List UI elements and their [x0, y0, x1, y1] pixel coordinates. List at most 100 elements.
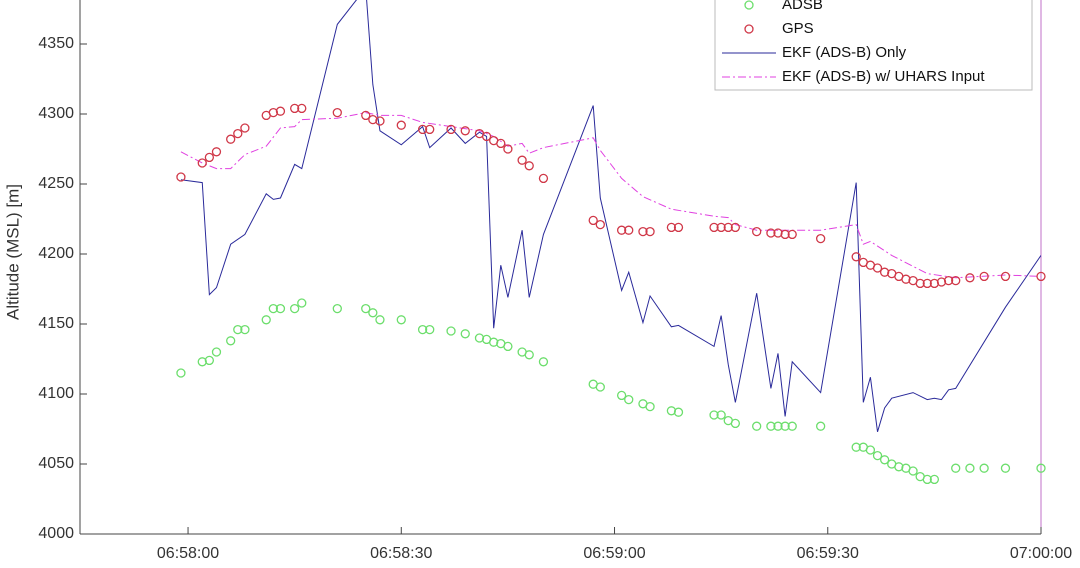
data-point [261, 315, 271, 325]
data-point [496, 138, 506, 149]
data-point [361, 303, 371, 314]
y-tick-label: 4050 [38, 455, 74, 472]
data-point [268, 303, 278, 314]
data-point [666, 222, 677, 233]
data-point [965, 273, 975, 283]
data-point [929, 278, 940, 289]
data-point [211, 147, 222, 157]
data-point [503, 144, 513, 154]
data-point [538, 357, 549, 367]
data-point [730, 222, 741, 233]
data-point [787, 421, 797, 431]
data-point [197, 357, 207, 367]
data-point [226, 336, 236, 346]
data-point [595, 219, 605, 230]
data-point [929, 474, 940, 485]
data-point [673, 222, 684, 233]
data-point [780, 229, 790, 240]
data-point [624, 394, 634, 405]
data-point [197, 158, 207, 168]
data-point [879, 267, 890, 277]
data-point [872, 263, 883, 273]
data-point [176, 172, 186, 182]
data-point [922, 474, 932, 485]
data-point [908, 466, 918, 476]
data-point [297, 298, 307, 308]
data-point [361, 110, 371, 121]
data-point [460, 126, 470, 136]
data-point [460, 329, 470, 339]
data-point [233, 324, 243, 335]
data-point [396, 315, 406, 325]
data-point [226, 134, 236, 144]
data-point [517, 155, 527, 165]
data-point [240, 324, 250, 335]
plot-area [180, 0, 1041, 432]
y-tick-label: 4000 [38, 525, 74, 542]
data-point [851, 252, 861, 262]
data-point [425, 324, 435, 335]
data-point [233, 128, 243, 139]
data-point [901, 274, 911, 284]
data-point [951, 275, 961, 286]
data-point [538, 173, 549, 184]
data-point [936, 277, 947, 287]
data-point [780, 421, 790, 431]
data-point [645, 401, 655, 412]
legend-label: ADSB [782, 0, 823, 13]
data-point [176, 368, 186, 378]
data-point [417, 324, 428, 335]
data-point [816, 233, 826, 244]
data-point [290, 103, 300, 114]
y-tick-label: 4150 [38, 315, 74, 332]
data-point [375, 116, 385, 126]
data-point [979, 271, 989, 282]
legend-label: EKF (ADS-B) w/ UHARS Input [782, 68, 985, 85]
legend-symbol [744, 24, 754, 34]
data-point [211, 347, 222, 357]
data-point [965, 463, 975, 473]
y-tick-label: 4300 [38, 105, 74, 122]
data-point [268, 107, 278, 118]
data-point [375, 315, 385, 325]
data-point [865, 445, 876, 455]
data-point [716, 222, 726, 233]
data-point [915, 278, 925, 289]
y-tick-label: 4350 [38, 35, 74, 52]
data-point [204, 152, 215, 163]
data-point [204, 355, 215, 366]
data-point [489, 337, 499, 347]
data-point [709, 410, 719, 420]
data-point [368, 308, 378, 318]
data-point [616, 225, 627, 235]
legend-label: GPS [782, 20, 814, 37]
data-point [616, 390, 627, 401]
data-point [979, 463, 989, 473]
data-point [503, 341, 513, 352]
data-point [396, 120, 406, 130]
data-point [872, 450, 883, 461]
data-point [481, 131, 492, 142]
data-point [673, 407, 684, 417]
data-point [666, 406, 677, 416]
data-point [588, 215, 598, 226]
x-tick-label: 06:58:30 [370, 545, 432, 562]
data-point [645, 226, 655, 237]
x-tick-label: 06:59:00 [583, 545, 645, 562]
data-point [730, 418, 741, 429]
x-tick-label: 07:00:00 [1010, 545, 1072, 562]
series-line [180, 112, 1041, 279]
data-point [474, 333, 485, 343]
data-point [752, 226, 762, 237]
data-point [766, 421, 776, 431]
data-point [638, 226, 648, 237]
data-point [290, 303, 300, 314]
data-point [773, 421, 783, 431]
data-point [752, 421, 762, 431]
data-point [766, 228, 776, 238]
data-point [446, 326, 456, 336]
y-tick-label: 4100 [38, 385, 74, 402]
legend-label: EKF (ADS-B) Only [782, 44, 907, 61]
data-point [297, 103, 307, 114]
